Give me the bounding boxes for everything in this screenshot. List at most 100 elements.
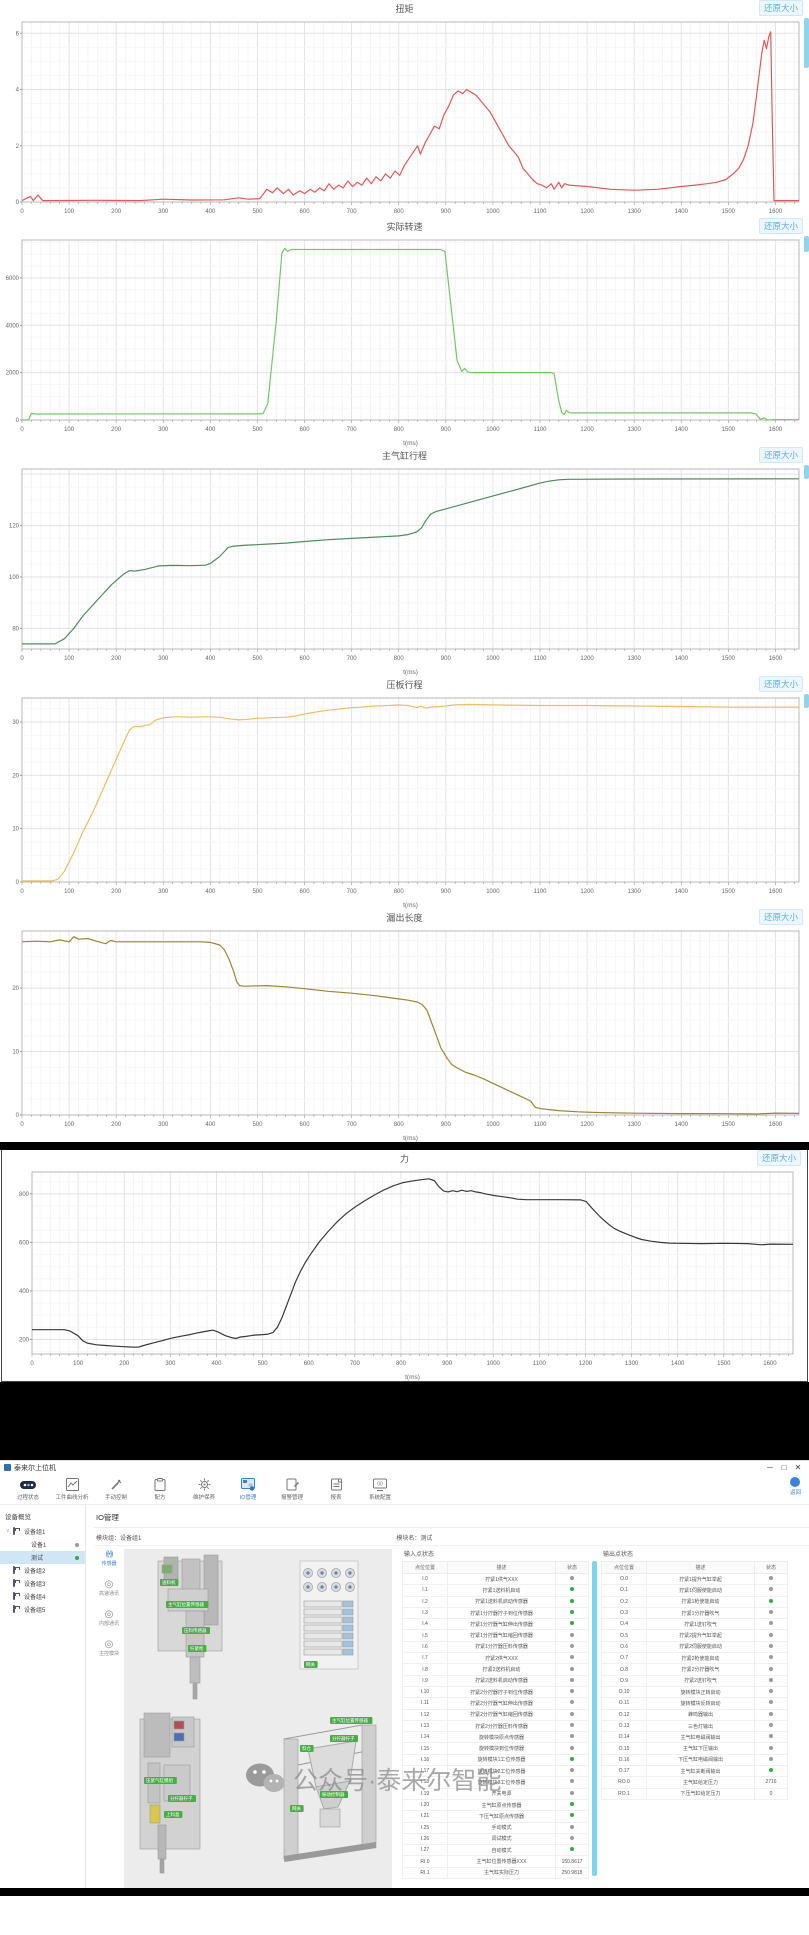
rail-item-label: 高速通讯: [98, 1591, 119, 1597]
io-row[interactable]: I.5 拧紧1分拧器气缸缩回传感器: [402, 1629, 589, 1642]
io-row[interactable]: RI.0 主气缸位置传感器XXX 150.8617: [402, 1855, 589, 1868]
restore-size-button[interactable]: 还原大小: [758, 676, 803, 692]
io-row[interactable]: O.3 拧紧1分拧器吹气: [601, 1606, 788, 1620]
sidebar-item-设备组2[interactable]: 设备组2: [0, 1564, 85, 1577]
io-row[interactable]: O.7 拧紧2枪使能启动: [601, 1652, 788, 1665]
toolbar-item-手动控制[interactable]: 手动控制: [94, 1478, 138, 1501]
io-row[interactable]: I.9 拧紧2送料机启动传感器: [402, 1674, 589, 1687]
sidebar-item-设备1[interactable]: 设备1: [0, 1538, 85, 1551]
expand-arrow-icon[interactable]: ˅: [6, 1528, 10, 1535]
output-table-title: 输出点状态: [603, 1552, 634, 1558]
rail-item-高速通讯[interactable]: ◎ 高速通讯: [94, 1579, 124, 1597]
toolbar-item-报警管理[interactable]: 报警管理: [270, 1478, 314, 1501]
rail-item-传感器[interactable]: ((•)) 传感器: [94, 1549, 124, 1567]
io-row[interactable]: I.20 主气缸原点传感器: [402, 1798, 589, 1812]
svg-text:0: 0: [20, 209, 24, 215]
toolbar-item-维护保养[interactable]: 维护保养: [182, 1478, 226, 1501]
io-row[interactable]: I.0 拧紧1供气XXX: [402, 1572, 589, 1586]
io-row[interactable]: O.4 拧紧1送钉吹气: [601, 1618, 788, 1631]
io-row[interactable]: O.1 拧紧1伺服使能启动: [601, 1584, 788, 1597]
io-row[interactable]: RO.1 下压气缸给定压力 0: [601, 1787, 788, 1800]
right-edge-scrollbar[interactable]: [804, 465, 809, 479]
toolbar-item-过程状态[interactable]: 过程状态: [6, 1478, 50, 1501]
torque-chart-svg[interactable]: 0 2 4 6 0 100 200 300 400 500 600 700 800 900 1000 1100…: [0, 18, 809, 218]
io-row[interactable]: I.10 拧紧2分拧器拧子到位传感器: [402, 1685, 589, 1699]
io-row[interactable]: I.16 旋转模块1工位传感器: [402, 1753, 589, 1767]
toolbar-item-系统配置[interactable]: 00 系统配置: [358, 1478, 402, 1501]
io-row[interactable]: I.19 开关电源: [402, 1787, 589, 1800]
io-row[interactable]: O.5 拧紧2提升气缸举起: [601, 1629, 788, 1642]
sidebar-item-测试[interactable]: 测试: [0, 1551, 85, 1564]
io-row[interactable]: O.17 主气缸关断阀输出: [601, 1765, 788, 1778]
io-row[interactable]: O.0 拧紧1提升气缸举起: [601, 1572, 788, 1586]
io-row[interactable]: I.11 拧紧2分拧器气缸伸出传感器: [402, 1697, 589, 1710]
io-row[interactable]: O.16 下压气缸电磁阀输出: [601, 1753, 788, 1767]
force-chart-svg[interactable]: 200 400 600 800 0 100 200 300 400 500 600 700 800 900…: [2, 1168, 809, 1381]
io-row[interactable]: O.13 三色灯输出: [601, 1719, 788, 1733]
io-row[interactable]: I.13 拧紧2分拧器压料传感器: [402, 1719, 589, 1733]
io-row[interactable]: O.14 主气缸电磁阀输出: [601, 1731, 788, 1744]
svg-text:200: 200: [111, 209, 122, 215]
sidebar-item-设备组5[interactable]: 设备组5: [0, 1603, 85, 1616]
io-row[interactable]: I.15 旋转模块到位传感器: [402, 1742, 589, 1755]
restore-size-button[interactable]: 还原大小: [758, 909, 803, 925]
point-status: [754, 1765, 788, 1778]
toolbar-item-报表[interactable]: 报表: [314, 1478, 358, 1501]
restore-size-button[interactable]: 还原大小: [758, 218, 803, 234]
toolbar-item-工件曲线分析[interactable]: 工件曲线分析: [50, 1478, 94, 1501]
io-row[interactable]: RI.1 主气缸实际压力 250.9818: [402, 1866, 589, 1880]
sidebar-item-设备组4[interactable]: 设备组4: [0, 1590, 85, 1603]
rail-item-内部通讯[interactable]: ◎ 内部通讯: [94, 1609, 124, 1627]
io-row[interactable]: I.8 拧紧2送料机启动: [402, 1663, 589, 1676]
io-row[interactable]: I.18 旋转模块3工位传感器: [402, 1776, 589, 1789]
svg-text:700: 700: [347, 889, 358, 895]
right-edge-scrollbar[interactable]: [804, 18, 809, 68]
io-row[interactable]: O.6 拧紧2伺服使能启动: [601, 1640, 788, 1654]
io-row[interactable]: I.4 拧紧1分拧器气缸伸出传感器: [402, 1618, 589, 1631]
io-row[interactable]: I.21 下压气缸原点传感器: [402, 1810, 589, 1823]
right-edge-scrollbar[interactable]: [804, 236, 809, 252]
rail-item-主控模块[interactable]: ◎ 主控模块: [94, 1639, 124, 1657]
io-row[interactable]: I.14 旋转模块原点传感器: [402, 1731, 589, 1744]
io-row[interactable]: O.12 蜂鸣器输出: [601, 1708, 788, 1721]
point-status: [555, 1595, 589, 1608]
table-scrollbar[interactable]: [592, 1561, 597, 1876]
io-row[interactable]: O.11 旋转模块反转启动: [601, 1697, 788, 1710]
speed-chart-svg[interactable]: 0 2000 4000 6000 0 100 200 300 400 500 600 700 800 90…: [0, 236, 809, 447]
restore-size-button[interactable]: 还原大小: [758, 0, 803, 16]
close-button[interactable]: ✕: [794, 1463, 802, 1472]
io-row[interactable]: I.3 拧紧1分拧器拧子到位传感器: [402, 1606, 589, 1620]
restore-size-button[interactable]: 还原大小: [758, 447, 803, 463]
io-row[interactable]: I.7 拧紧2供气XXX: [402, 1652, 589, 1665]
device-status-dot: [75, 1555, 79, 1560]
io-row[interactable]: I.6 拧紧1分拧器压料传感器: [402, 1640, 589, 1654]
io-row[interactable]: I.17 旋转模块2工位传感器: [402, 1765, 589, 1778]
io-row[interactable]: RO.0 主气缸给定压力 2716: [601, 1776, 788, 1789]
io-row[interactable]: I.2 拧紧1送料机启动传感器: [402, 1595, 589, 1608]
minimize-button[interactable]: ─: [767, 1463, 773, 1472]
io-row[interactable]: I.25 手动模式: [402, 1821, 589, 1834]
point-status: [754, 1742, 788, 1755]
io-row[interactable]: I.27 自动模式: [402, 1844, 589, 1857]
io-row[interactable]: I.12 拧紧2分拧器气缸缩回传感器: [402, 1708, 589, 1721]
io-row[interactable]: I.26 调试模式: [402, 1832, 589, 1846]
back-button[interactable]: 返回: [790, 1477, 801, 1496]
maximize-button[interactable]: □: [781, 1463, 787, 1472]
sidebar-item-设备组1[interactable]: ˅ 设备组1: [0, 1525, 85, 1538]
io-row[interactable]: O.8 拧紧2分拧器吹气: [601, 1663, 788, 1676]
io-row[interactable]: I.1 拧紧1送料机启动: [402, 1584, 589, 1597]
toolbar-item-IO管理[interactable]: IO管理: [226, 1478, 270, 1501]
sidebar-item-设备组3[interactable]: 设备组3: [0, 1577, 85, 1590]
io-row[interactable]: O.15 主气缸下压输出: [601, 1742, 788, 1755]
chart-title-platen: 压板行程: [386, 680, 423, 690]
io-row[interactable]: O.9 拧紧2送钉吹气: [601, 1674, 788, 1687]
toolbar-item-配方[interactable]: 配方: [138, 1478, 182, 1501]
io-row[interactable]: O.10 旋转模块正转启动: [601, 1685, 788, 1699]
io-row[interactable]: O.2 拧紧1枪使能启动: [601, 1595, 788, 1608]
restore-size-button[interactable]: 还原大小: [756, 1150, 801, 1166]
right-edge-scrollbar[interactable]: [804, 694, 809, 708]
point-description: 拧紧2送料机启动传感器: [447, 1674, 556, 1687]
